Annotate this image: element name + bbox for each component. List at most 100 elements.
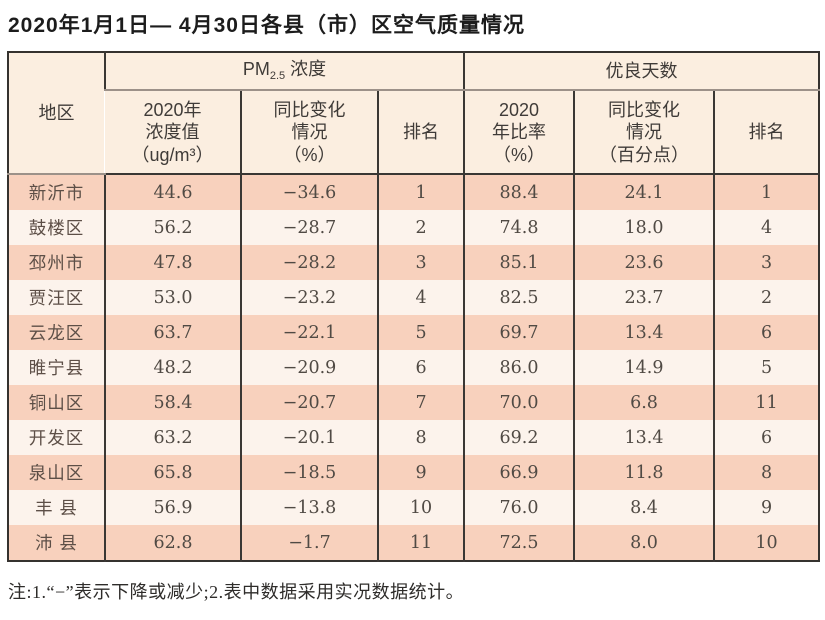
header-good-days-group: 优良天数 [463,52,820,92]
cell-region: 新沂市 [8,174,105,211]
cell-pm-change: −20.7 [240,385,378,421]
cell-pm-change: −1.7 [240,525,378,562]
cell-good-rank: 6 [713,315,820,351]
page: 2020年1月1日— 4月30日各县（市）区空气质量情况 地区 PM2.5 浓度… [7,14,821,603]
cell-pm-rank: 7 [376,385,465,421]
cell-pm-value: 62.8 [104,525,241,562]
cell-good-change: 14.9 [573,350,715,386]
cell-good-rank: 6 [713,420,820,456]
cell-pm-rank: 2 [376,210,465,246]
cell-pm-change: −28.2 [240,245,378,281]
cell-region: 鼓楼区 [8,210,105,246]
cell-good-ratio: 69.7 [463,315,575,351]
cell-pm-rank: 6 [376,350,465,386]
cell-good-change: 6.8 [573,385,715,421]
cell-region: 贾汪区 [8,280,105,316]
table-row: 邳州市 47.8 −28.2 3 85.1 23.6 3 [8,245,820,281]
pm25-label-subscript: 2.5 [269,70,286,83]
cell-good-rank: 4 [713,210,820,246]
cell-pm-value: 63.7 [104,315,241,351]
cell-pm-rank: 9 [376,455,465,491]
cell-pm-rank: 5 [376,315,465,351]
air-quality-table: 地区 PM2.5 浓度 优良天数 2020年 浓度值 （ug/m³） 同比变化 … [7,51,821,563]
cell-pm-value: 65.8 [104,455,241,491]
cell-region: 泉山区 [8,455,105,491]
table-row: 丰 县 56.9 −13.8 10 76.0 8.4 9 [8,490,820,526]
table-header: 地区 PM2.5 浓度 优良天数 2020年 浓度值 （ug/m³） 同比变化 … [8,52,820,176]
cell-region: 丰 县 [8,490,105,526]
cell-region: 云龙区 [8,315,105,351]
cell-pm-value: 47.8 [104,245,241,281]
cell-pm-change: −18.5 [240,455,378,491]
cell-good-change: 13.4 [573,315,715,351]
cell-region: 开发区 [8,420,105,456]
cell-good-change: 8.0 [573,525,715,562]
table-row: 开发区 63.2 −20.1 8 69.2 13.4 6 [8,420,820,456]
cell-good-change: 18.0 [573,210,715,246]
cell-good-ratio: 69.2 [463,420,575,456]
table-body: 新沂市 44.6 −34.6 1 88.4 24.1 1 鼓楼区 56.2 −28.7 2 74.8 1… [8,174,820,562]
cell-good-change: 8.4 [573,490,715,526]
cell-pm-value: 56.9 [104,490,241,526]
cell-good-ratio: 66.9 [463,455,575,491]
header-sub-row: 2020年 浓度值 （ug/m³） 同比变化 情况 （%） 排名 2020 年比… [8,90,820,176]
footnote: 注:1.“−”表示下降或减少;2.表中数据采用实况数据统计。 [8,582,465,603]
cell-good-rank: 8 [713,455,820,491]
cell-good-ratio: 85.1 [463,245,575,281]
cell-good-ratio: 70.0 [463,385,575,421]
cell-good-rank: 10 [713,525,820,562]
cell-pm-rank: 11 [376,525,465,562]
header-good-rank: 排名 [713,90,820,176]
cell-pm-rank: 3 [376,245,465,281]
cell-pm-value: 58.4 [104,385,241,421]
cell-good-rank: 5 [713,350,820,386]
cell-region: 睢宁县 [8,350,105,386]
cell-pm-change: −23.2 [240,280,378,316]
cell-pm-rank: 8 [376,420,465,456]
cell-good-rank: 11 [713,385,820,421]
cell-good-ratio: 88.4 [463,174,575,211]
cell-good-change: 23.7 [573,280,715,316]
header-pm25-group: PM2.5 浓度 [103,52,465,92]
cell-pm-change: −20.1 [240,420,378,456]
cell-pm-change: −13.8 [240,490,378,526]
table-row: 睢宁县 48.2 −20.9 6 86.0 14.9 5 [8,350,820,386]
cell-good-ratio: 72.5 [463,525,575,562]
pm25-label-suffix: 浓度 [285,59,327,80]
cell-pm-value: 53.0 [104,280,241,316]
header-region: 地区 [8,52,105,176]
table-row: 新沂市 44.6 −34.6 1 88.4 24.1 1 [8,174,820,211]
cell-good-ratio: 76.0 [463,490,575,526]
cell-pm-rank: 4 [376,280,465,316]
cell-pm-rank: 10 [376,490,465,526]
pm25-label-prefix: PM [242,59,270,80]
cell-good-change: 11.8 [573,455,715,491]
cell-good-change: 23.6 [573,245,715,281]
cell-good-ratio: 74.8 [463,210,575,246]
cell-pm-change: −28.7 [240,210,378,246]
cell-good-ratio: 86.0 [463,350,575,386]
table-row: 云龙区 63.7 −22.1 5 69.7 13.4 6 [8,315,820,351]
cell-pm-rank: 1 [376,174,465,211]
cell-region: 沛 县 [8,525,105,562]
cell-region: 铜山区 [8,385,105,421]
cell-pm-value: 48.2 [104,350,241,386]
cell-good-rank: 9 [713,490,820,526]
page-title: 2020年1月1日— 4月30日各县（市）区空气质量情况 [8,14,525,37]
cell-pm-change: −34.6 [240,174,378,211]
cell-good-change: 24.1 [573,174,715,211]
header-pm-change: 同比变化 情况 （%） [240,90,378,176]
cell-pm-value: 44.6 [104,174,241,211]
cell-good-rank: 2 [713,280,820,316]
header-group-row: 地区 PM2.5 浓度 优良天数 [8,52,820,176]
cell-pm-value: 63.2 [104,420,241,456]
cell-pm-change: −20.9 [240,350,378,386]
cell-good-rank: 3 [713,245,820,281]
cell-good-rank: 1 [713,174,820,211]
cell-good-ratio: 82.5 [463,280,575,316]
header-pm-rank: 排名 [376,90,465,176]
cell-good-change: 13.4 [573,420,715,456]
table-row: 沛 县 62.8 −1.7 11 72.5 8.0 10 [8,525,820,562]
table-row: 泉山区 65.8 −18.5 9 66.9 11.8 8 [8,455,820,491]
header-good-ratio: 2020 年比率 （%） [463,90,575,176]
